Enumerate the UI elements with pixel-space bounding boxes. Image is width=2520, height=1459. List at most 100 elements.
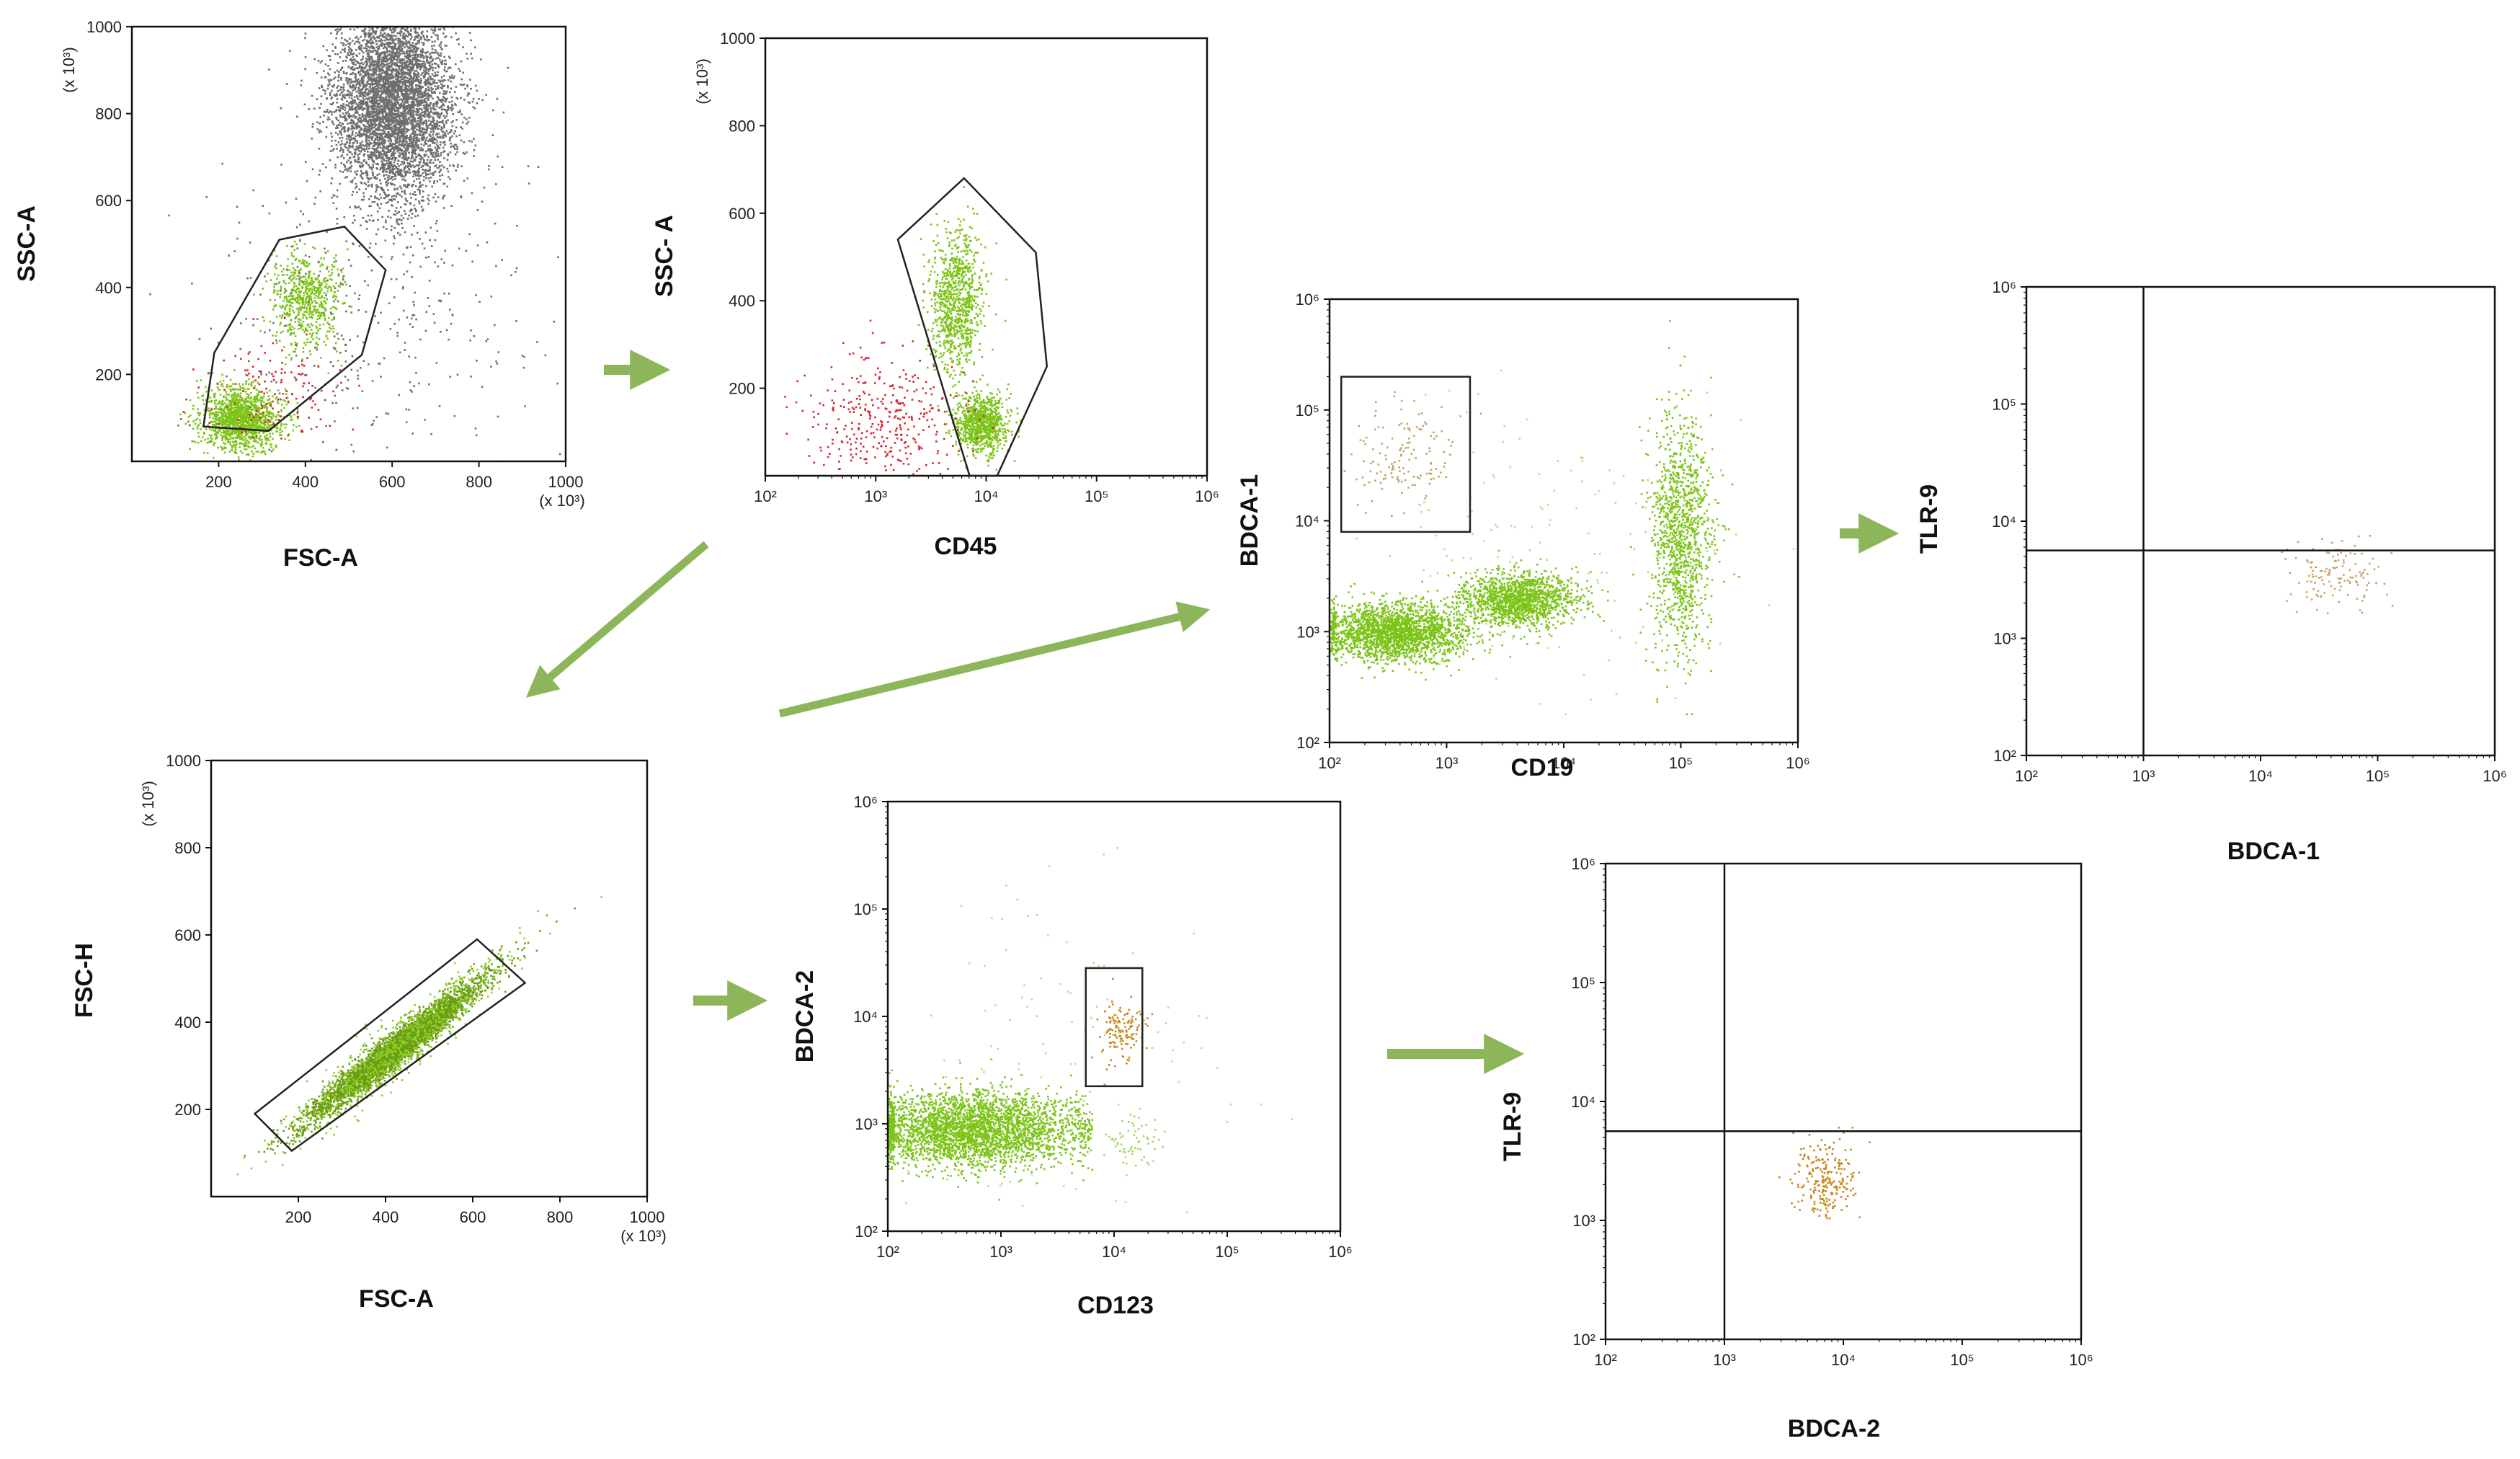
data-point	[432, 136, 434, 139]
data-point	[424, 169, 427, 172]
data-point	[399, 79, 401, 81]
data-point	[392, 85, 394, 87]
data-point	[440, 154, 442, 156]
data-point	[366, 42, 369, 45]
data-point	[416, 136, 419, 139]
data-point	[367, 40, 370, 43]
data-point	[413, 48, 415, 50]
data-point	[409, 68, 411, 71]
data-point	[370, 23, 372, 25]
data-point	[398, 71, 400, 74]
data-point	[442, 92, 445, 95]
data-point	[386, 105, 388, 107]
data-point	[387, 124, 389, 127]
data-point	[437, 36, 439, 38]
data-point	[386, 136, 388, 138]
data-point	[373, 12, 375, 14]
data-point	[427, 17, 429, 19]
data-point	[375, 190, 377, 193]
data-point	[382, 129, 384, 131]
data-point	[375, 141, 378, 144]
data-point	[444, 100, 446, 103]
data-point	[393, 108, 396, 110]
data-point	[368, 156, 371, 158]
data-point	[380, 255, 383, 258]
data-point	[439, 179, 441, 181]
data-point	[368, 111, 370, 113]
data-point	[362, 216, 365, 219]
data-point	[357, 147, 360, 149]
data-point	[455, 97, 458, 99]
data-point	[432, 151, 435, 154]
data-point	[405, 63, 408, 66]
data-point	[402, 78, 405, 80]
data-point	[422, 115, 425, 117]
data-point	[339, 19, 341, 21]
data-point	[424, 163, 427, 166]
data-point	[424, 105, 427, 107]
data-point	[387, 65, 389, 68]
data-point	[370, 102, 373, 105]
data-point	[379, 99, 382, 102]
data-point	[355, 25, 357, 27]
data-point	[422, 136, 424, 138]
data-point	[434, 85, 437, 87]
data-point	[420, 74, 422, 76]
data-point	[395, 74, 397, 76]
data-point	[430, 127, 433, 129]
data-point	[365, 133, 368, 136]
data-point	[331, 121, 334, 124]
data-point	[370, 151, 373, 154]
data-point	[384, 10, 386, 12]
data-point	[368, 112, 371, 115]
data-point	[329, 103, 332, 105]
data-point	[417, 134, 419, 136]
data-point	[383, 154, 385, 156]
data-point	[396, 93, 399, 96]
data-point	[375, 143, 378, 146]
data-point	[435, 63, 437, 65]
data-point	[352, 130, 354, 133]
data-point	[355, 94, 358, 97]
data-point	[463, 117, 466, 119]
data-point	[396, 81, 399, 84]
data-point	[419, 97, 422, 99]
data-point	[417, 18, 419, 20]
data-point	[402, 152, 404, 155]
data-point	[422, 86, 424, 88]
data-point	[387, 125, 390, 128]
data-point	[412, 99, 414, 101]
data-point	[379, 168, 382, 171]
data-point	[382, 47, 385, 50]
data-point	[335, 116, 337, 119]
data-point	[340, 42, 342, 44]
data-point	[373, 89, 375, 92]
data-point	[351, 125, 354, 128]
data-point	[455, 119, 458, 121]
data-point	[384, 163, 386, 166]
data-point	[378, 75, 380, 78]
data-point	[399, 170, 401, 172]
data-point	[409, 44, 411, 47]
data-point	[358, 102, 360, 104]
data-point	[364, 73, 366, 76]
data-point	[393, 150, 395, 152]
data-point	[344, 166, 347, 168]
data-point	[368, 139, 370, 142]
data-point	[415, 172, 417, 174]
data-point	[415, 91, 418, 94]
data-point	[378, 68, 380, 71]
data-point	[408, 105, 410, 108]
data-point	[439, 174, 441, 177]
data-point	[423, 66, 426, 68]
data-point	[386, 63, 388, 66]
data-point	[397, 167, 400, 170]
data-point	[409, 203, 411, 205]
data-point	[435, 50, 437, 53]
data-point	[406, 53, 409, 56]
data-point	[406, 108, 409, 110]
data-point	[375, 94, 378, 97]
data-point	[442, 99, 445, 102]
data-point	[435, 125, 438, 128]
data-point	[378, 133, 380, 136]
